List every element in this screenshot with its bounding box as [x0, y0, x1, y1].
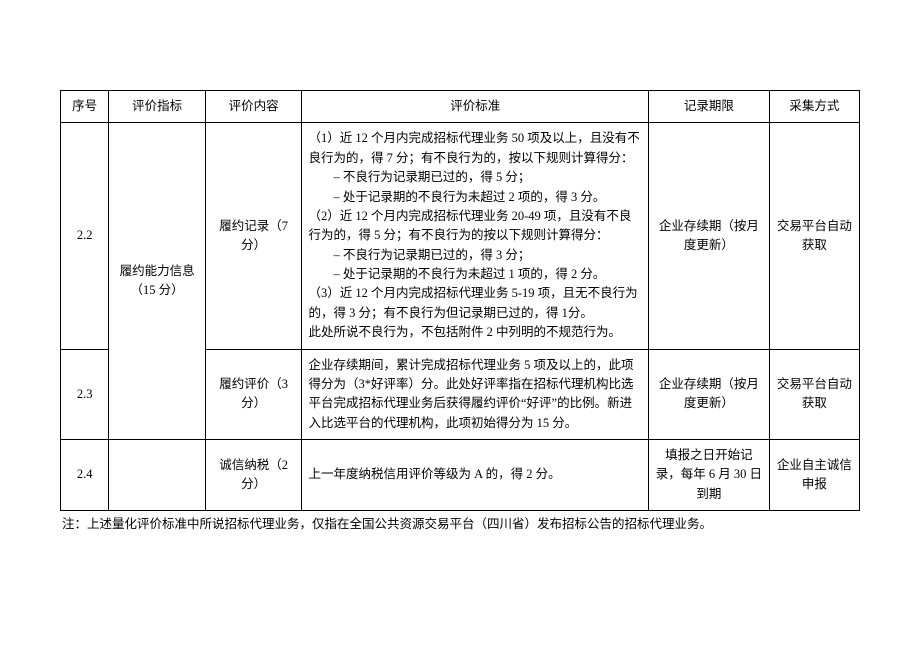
cell-collect-method: 交易平台自动获取 — [769, 349, 859, 440]
cell-record-period: 企业存续期（按月度更新） — [648, 123, 769, 349]
th-rec: 记录期限 — [648, 91, 769, 123]
cell-record-period: 填报之日开始记录，每年 6 月 30 日到期 — [648, 440, 769, 511]
th-seq: 序号 — [61, 91, 109, 123]
cell-record-period: 企业存续期（按月度更新） — [648, 349, 769, 440]
cell-seq: 2.4 — [61, 440, 109, 511]
cell-standard: 企业存续期间，累计完成招标代理业务 5 项及以上的，此项得分为（3*好评率）分。… — [302, 349, 648, 440]
table-header-row: 序号 评价指标 评价内容 评价标准 记录期限 采集方式 — [61, 91, 860, 123]
table-row: 2.4 诚信纳税（2 分） 上一年度纳税信用评价等级为 A 的，得 2 分。 填… — [61, 440, 860, 511]
th-col: 采集方式 — [769, 91, 859, 123]
cell-seq: 2.3 — [61, 349, 109, 440]
evaluation-table: 序号 评价指标 评价内容 评价标准 记录期限 采集方式 2.2 履约能力信息（1… — [60, 90, 860, 511]
th-idx: 评价指标 — [109, 91, 206, 123]
cell-standard: 上一年度纳税信用评价等级为 A 的，得 2 分。 — [302, 440, 648, 511]
cell-item: 履约记录（7分） — [205, 123, 302, 349]
cell-item: 诚信纳税（2 分） — [205, 440, 302, 511]
th-std: 评价标准 — [302, 91, 648, 123]
cell-collect-method: 企业自主诚信申报 — [769, 440, 859, 511]
cell-seq: 2.2 — [61, 123, 109, 349]
table-row: 2.2 履约能力信息（15 分） 履约记录（7分） （1）近 12 个月内完成招… — [61, 123, 860, 349]
footnote: 注：上述量化评价标准中所说招标代理业务，仅指在全国公共资源交易平台（四川省）发布… — [60, 515, 860, 534]
th-item: 评价内容 — [205, 91, 302, 123]
cell-indicator-group: 履约能力信息（15 分） — [109, 123, 206, 440]
cell-item: 履约评价（3分） — [205, 349, 302, 440]
cell-collect-method: 交易平台自动获取 — [769, 123, 859, 349]
cell-standard: （1）近 12 个月内完成招标代理业务 50 项及以上，且没有不良行为的，得 7… — [302, 123, 648, 349]
